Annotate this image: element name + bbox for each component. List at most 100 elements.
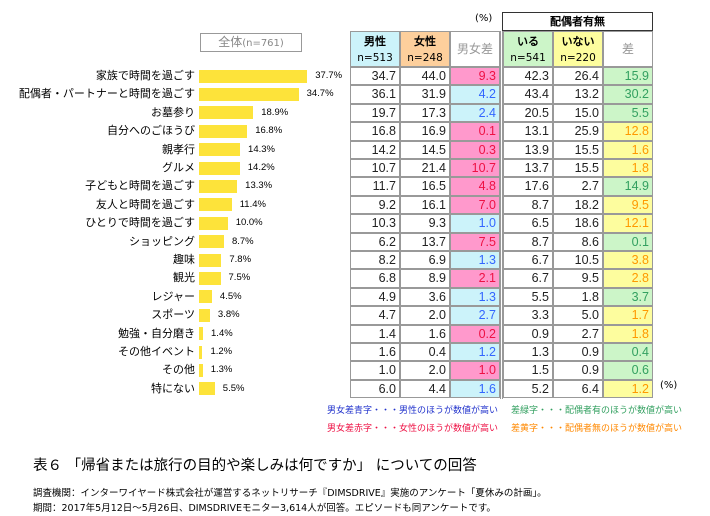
female-cell: 8.9: [400, 269, 450, 288]
spouse-diff-cell: 1.7: [603, 306, 653, 325]
bar: [199, 106, 254, 120]
without-spouse-cell: 2.7: [553, 324, 603, 343]
gender-diff-cell: 1.0: [450, 361, 500, 380]
bar-value-label: 13.3%: [245, 180, 273, 192]
with-spouse-cell: 13.1: [503, 122, 553, 141]
female-cell: 44.0: [400, 67, 450, 86]
overall-label: 全体: [218, 35, 243, 49]
bar: [199, 253, 222, 267]
column-header: 差: [603, 31, 653, 67]
male-cell: 6.0: [350, 379, 400, 399]
without-spouse-cell: 0.9: [553, 361, 603, 380]
spouse-diff-cell: 2.8: [603, 269, 653, 288]
category-label: その他イベント: [118, 345, 195, 358]
with-spouse-cell: 8.7: [503, 195, 553, 215]
column-header-label: 女性: [414, 35, 436, 48]
gender-diff-cell: 7.0: [450, 195, 500, 215]
without-spouse-cell: 18.6: [553, 214, 603, 233]
bar: [199, 235, 224, 249]
bar-value-label: 11.4%: [239, 198, 266, 210]
gender-diff-cell: 2.1: [450, 269, 500, 288]
bar: [199, 69, 308, 83]
without-spouse-cell: 18.2: [553, 195, 603, 215]
male-cell: 8.2: [350, 251, 400, 270]
category-label: 友人と時間を過ごす: [95, 197, 195, 211]
female-cell: 3.6: [400, 287, 450, 307]
male-cell: 6.8: [350, 269, 400, 288]
bar-value-label: 14.2%: [247, 162, 275, 173]
male-cell: 11.7: [350, 177, 400, 196]
category-label: 勉強・自分磨き: [118, 326, 195, 340]
column-header-label: 差: [621, 42, 634, 56]
without-spouse-cell: 26.4: [553, 67, 603, 86]
category-label: ショッピング: [129, 234, 195, 248]
male-cell: 4.9: [350, 287, 400, 307]
bar: [199, 143, 241, 157]
gender-diff-cell: 2.7: [450, 306, 500, 325]
column-header-n: n=541: [510, 52, 546, 64]
without-spouse-cell: 15.0: [553, 103, 603, 123]
gender-diff-cell: 4.2: [450, 85, 500, 104]
category-label: 子どもと時間を過ごす: [85, 179, 195, 193]
with-spouse-cell: 5.5: [503, 287, 553, 307]
gender-diff-cell: 7.5: [450, 232, 500, 251]
bar: [199, 363, 203, 377]
female-cell: 17.3: [400, 103, 450, 123]
bar-value-label: 1.4%: [211, 327, 233, 339]
gender-diff-cell: 1.6: [450, 379, 500, 399]
column-header: 女性 n=248: [400, 31, 450, 67]
spouse-diff-cell: 12.8: [603, 122, 653, 141]
overall-n: (n=761): [242, 38, 284, 49]
spouse-diff-cell: 30.2: [603, 85, 653, 104]
bar: [199, 290, 212, 304]
with-spouse-cell: 6.5: [503, 214, 553, 233]
column-header-n: n=513: [357, 52, 393, 64]
unit-bottom: (%): [660, 380, 678, 391]
male-cell: 9.2: [350, 195, 400, 215]
category-label: 趣味: [173, 253, 195, 266]
unit-top: (%): [475, 13, 493, 24]
category-label: 家族で時間を過ごす: [95, 69, 195, 82]
bar: [199, 327, 204, 341]
bar-value-label: 37.7%: [315, 70, 343, 81]
spouse-diff-cell: 5.5: [603, 103, 653, 123]
female-cell: 16.1: [400, 195, 450, 215]
with-spouse-cell: 13.9: [503, 140, 553, 159]
category-label: 配偶者・パートナーと時間を過ごす: [18, 87, 195, 101]
male-cell: 1.4: [350, 324, 400, 343]
category-label: 特にない: [151, 381, 195, 395]
female-cell: 16.9: [400, 122, 450, 141]
legend-yellow: 差黄字・・・配偶者無のほうが数値が高い: [511, 424, 683, 434]
male-cell: 10.3: [350, 214, 400, 233]
bar: [199, 308, 210, 322]
with-spouse-cell: 6.7: [503, 251, 553, 270]
gender-diff-cell: 4.8: [450, 177, 500, 196]
female-cell: 2.0: [400, 361, 450, 380]
spouse-diff-cell: 12.1: [603, 214, 653, 233]
bar-value-label: 7.8%: [229, 254, 252, 265]
female-cell: 14.5: [400, 140, 450, 159]
column-header: 男女差: [450, 31, 500, 67]
spouse-diff-cell: 3.7: [603, 287, 653, 307]
bar-value-label: 1.3%: [210, 364, 233, 376]
bar-value-label: 1.2%: [210, 346, 233, 357]
bar: [199, 179, 238, 193]
female-cell: 2.0: [400, 306, 450, 325]
spouse-group-header: 配偶者有無: [502, 12, 653, 31]
bar-value-label: 5.5%: [222, 382, 245, 394]
gender-diff-cell: 1.2: [450, 343, 500, 362]
category-label: お墓参り: [151, 105, 195, 119]
male-cell: 1.0: [350, 361, 400, 380]
male-cell: 6.2: [350, 232, 400, 251]
bar-value-label: 16.8%: [255, 125, 283, 137]
figure-title: 表６ 「帰省または旅行の目的や楽しみは何ですか」 についての回答: [33, 458, 477, 474]
legend-green: 差緑字・・・配偶者有のほうが数値が高い: [511, 406, 683, 416]
bar-value-label: 7.5%: [228, 272, 251, 284]
with-spouse-cell: 43.4: [503, 85, 553, 104]
spouse-diff-cell: 0.1: [603, 232, 653, 251]
column-header-label: 男女差: [456, 42, 493, 56]
male-cell: 10.7: [350, 159, 400, 178]
male-cell: 16.8: [350, 122, 400, 141]
without-spouse-cell: 15.5: [553, 159, 603, 178]
category-label: スポーツ: [151, 308, 195, 322]
